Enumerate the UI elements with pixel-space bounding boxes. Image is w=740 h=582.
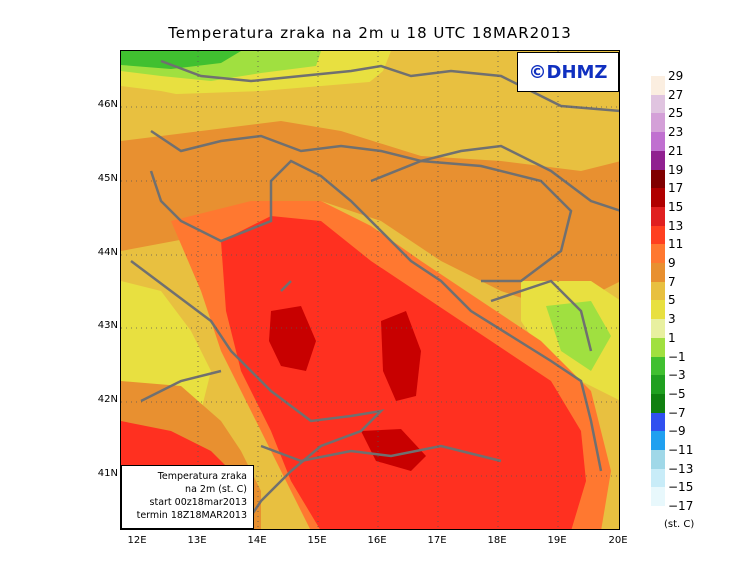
info-unit: na 2m (st. C)	[185, 484, 247, 495]
lon-label: 18E	[487, 535, 507, 546]
legend-label: −5	[668, 386, 686, 401]
forecast-info-box: Temperatura zraka na 2m (st. C) start 00…	[121, 465, 254, 529]
lon-label: 12E	[127, 535, 147, 546]
legend-label: 27	[668, 87, 684, 102]
legend-swatch	[651, 169, 665, 189]
legend-label: 3	[668, 312, 676, 327]
legend-label: 9	[668, 256, 676, 270]
temperature-map	[120, 50, 620, 530]
info-termin: termin 18Z18MAR2013	[136, 510, 247, 521]
lat-label: 41N	[97, 468, 118, 479]
legend-swatch	[651, 113, 665, 133]
legend-label: −15	[668, 480, 694, 495]
legend-swatch	[651, 281, 665, 301]
legend-swatch	[651, 431, 665, 451]
info-start: start 00z18mar2013	[149, 497, 247, 508]
legend-label: 19	[668, 162, 684, 177]
legend-swatch	[651, 300, 665, 320]
legend-label: 29	[668, 69, 684, 83]
legend-swatch	[651, 150, 665, 170]
lon-label: 14E	[247, 535, 267, 546]
legend-label: −1	[668, 349, 686, 364]
legend-label: −9	[668, 424, 686, 439]
legend-swatch	[651, 487, 665, 507]
legend-label: 23	[668, 125, 684, 140]
legend-swatch	[651, 188, 665, 208]
legend-label: −11	[668, 443, 694, 457]
map-title: Temperatura zraka na 2m u 18 UTC 18MAR20…	[168, 24, 572, 42]
lat-label: 46N	[97, 99, 118, 110]
legend-swatch	[651, 76, 665, 95]
legend-swatch	[651, 375, 665, 395]
legend-swatch	[651, 450, 665, 469]
legend-label: 13	[668, 218, 684, 233]
legend-swatch	[651, 468, 665, 488]
legend-unit: (st. C)	[664, 519, 695, 530]
legend-label: 17	[668, 181, 684, 196]
legend-swatch	[651, 356, 665, 376]
lon-label: 17E	[427, 535, 447, 546]
legend-swatch	[651, 393, 665, 413]
lon-label: 15E	[307, 535, 327, 546]
lon-label: 19E	[547, 535, 567, 546]
legend-swatch	[651, 94, 665, 114]
legend-label: 15	[668, 199, 684, 214]
legend-label: −17	[668, 499, 694, 514]
legend-swatch	[651, 244, 665, 264]
temperature-field	[121, 51, 619, 529]
legend-label: 25	[668, 106, 684, 121]
legend-swatch	[651, 206, 665, 226]
legend-swatch	[651, 412, 665, 432]
legend-swatch	[651, 337, 665, 357]
lat-label: 43N	[97, 320, 118, 331]
legend-swatch	[651, 132, 665, 152]
lat-label: 45N	[97, 173, 118, 184]
legend-label: 11	[668, 237, 684, 252]
legend-swatch	[651, 319, 665, 339]
legend-label: 5	[668, 293, 676, 308]
lat-label: 44N	[97, 247, 118, 258]
legend-label: 21	[668, 143, 684, 158]
lon-label: 13E	[187, 535, 207, 546]
info-variable: Temperatura zraka	[157, 471, 247, 482]
legend-label: −13	[668, 461, 694, 476]
dhmz-copyright-logo: ©DHMZ	[517, 52, 619, 92]
legend-swatch	[651, 263, 665, 282]
legend-label: 7	[668, 274, 676, 289]
lat-label: 42N	[97, 394, 118, 405]
legend-label: 1	[668, 330, 676, 345]
lon-label: 16E	[367, 535, 387, 546]
legend-swatch	[651, 225, 665, 245]
lon-label: 20E	[608, 535, 628, 546]
legend-label: −7	[668, 405, 686, 420]
legend-label: −3	[668, 368, 686, 383]
